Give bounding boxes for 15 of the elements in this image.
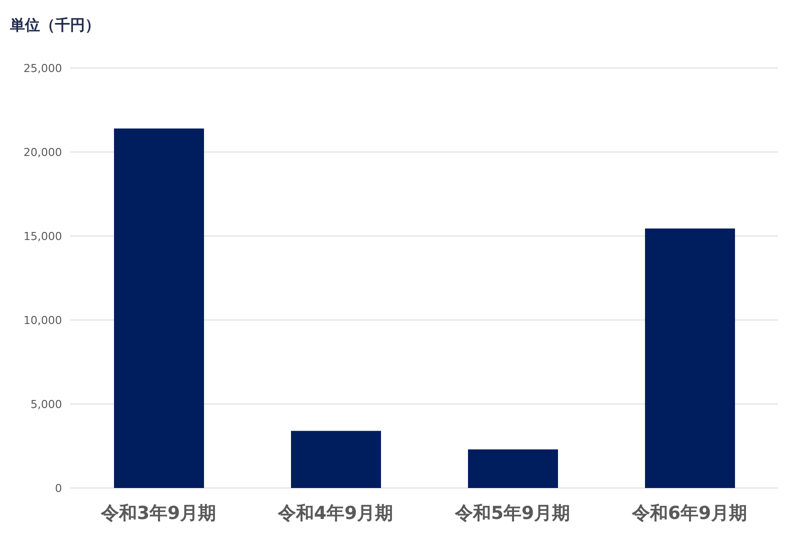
chart-title: 単位（千円） [10,16,100,35]
bar [114,128,204,488]
y-tick-label: 10,000 [24,314,62,327]
x-tick-label: 令和6年9月期 [630,502,748,524]
y-tick-label: 5,000 [30,398,62,411]
bar [291,430,381,488]
x-tick-label: 令和5年9月期 [454,502,570,524]
y-tick-label: 0 [55,482,62,495]
bar [645,228,735,488]
y-tick-label: 20,000 [24,146,62,159]
x-tick-label: 令和3年9月期 [100,502,216,524]
bar [468,449,558,488]
y-tick-label: 15,000 [24,230,62,243]
x-tick-label: 令和4年9月期 [276,502,394,524]
y-tick-label: 25,000 [24,62,62,75]
